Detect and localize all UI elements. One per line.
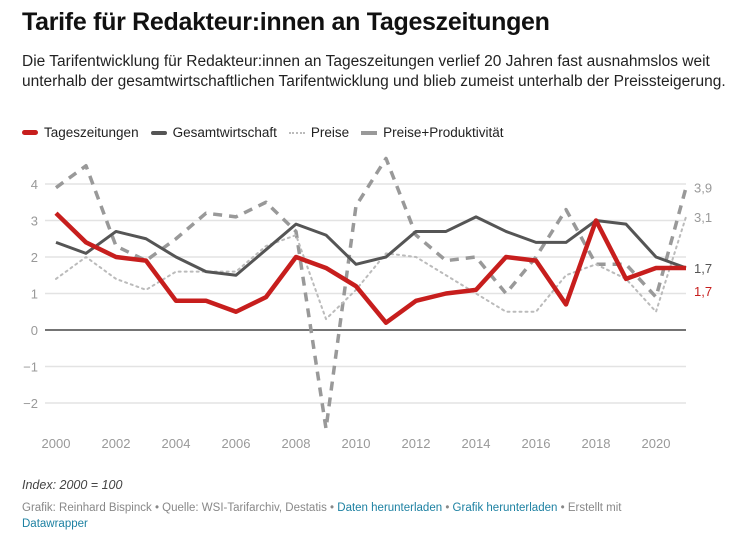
series-line-preise-produktivit-t (54, 156, 688, 431)
end-label: 3,1 (694, 210, 712, 225)
separator: • (442, 502, 453, 514)
chart-description: Die Tarifentwicklung für Redakteur:innen… (22, 53, 726, 90)
series-line-tageszeitungen (54, 211, 686, 325)
legend-swatch-solid-gray-icon (150, 130, 167, 135)
x-tick-label: 2008 (282, 436, 311, 451)
series-line-preise (55, 215, 687, 321)
legend-item-tageszeitungen: Tageszeitungen (22, 125, 139, 140)
created-with: Erstellt mit (567, 502, 622, 514)
x-tick-label: 2004 (162, 436, 191, 451)
separator: • (151, 502, 163, 514)
end-label: 3,9 (694, 181, 712, 196)
y-axis-ticks: 4 3 2 1 0 −1 −2 (23, 177, 38, 411)
separator: • (557, 502, 568, 514)
x-axis-ticks: 2000 2002 2004 2006 2008 2010 2012 2014 2016 2018… (42, 436, 671, 451)
x-tick-label: 2010 (342, 436, 371, 451)
legend-label: Gesamtwirtschaft (172, 125, 277, 140)
x-tick-label: 2014 (462, 436, 491, 451)
y-tick-label: 2 (31, 250, 38, 265)
legend-swatch-solid-red-icon (22, 130, 38, 135)
footer: Grafik: Reinhard Bispinck • Quelle: WSI-… (22, 500, 722, 532)
x-tick-label: 2012 (402, 436, 431, 451)
end-labels: 3,9 3,1 1,7 1,7 (694, 181, 712, 299)
credit: Grafik: Reinhard Bispinck (22, 502, 152, 514)
x-tick-label: 2006 (222, 436, 251, 451)
y-tick-label: 3 (31, 214, 38, 229)
legend-label: Tageszeitungen (44, 125, 139, 140)
legend-item-gesamtwirtschaft: Gesamtwirtschaft (150, 125, 277, 140)
y-tick-label: 4 (31, 177, 38, 192)
datawrapper-link[interactable]: Datawrapper (22, 518, 88, 530)
download-data-link[interactable]: Daten herunterladen (337, 502, 443, 514)
gridlines (45, 183, 686, 404)
end-label: 1,7 (694, 284, 712, 299)
y-tick-label: −1 (23, 360, 38, 375)
chart-notes: Index: 2000 = 100 (22, 478, 123, 492)
download-graphic-link[interactable]: Grafik herunterladen (452, 502, 558, 514)
legend-swatch-dotted-icon (288, 131, 305, 134)
x-tick-label: 2016 (522, 436, 551, 451)
end-label: 1,7 (694, 261, 712, 276)
y-tick-label: 0 (31, 323, 38, 338)
legend-label: Preise+Produktivität (383, 125, 504, 140)
x-tick-label: 2018 (582, 436, 611, 451)
x-tick-label: 2002 (102, 436, 131, 451)
y-tick-label: −2 (23, 396, 38, 411)
legend-label: Preise (310, 125, 350, 140)
separator: • (326, 502, 338, 514)
chart-title: Tarife für Redakteur:innen an Tageszeitu… (22, 8, 550, 36)
legend-swatch-dashed-icon (361, 130, 378, 135)
x-tick-label: 2020 (642, 436, 671, 451)
x-tick-label: 2000 (42, 436, 71, 451)
legend-item-preise: Preise (288, 125, 350, 140)
series-lines (54, 156, 688, 431)
series-line-gesamtwirtschaft (55, 215, 687, 277)
legend: Tageszeitungen Gesamtwirtschaft Preise P… (22, 125, 504, 140)
legend-item-preise-produktivitaet: Preise+Produktivität (361, 125, 504, 140)
y-tick-label: 1 (31, 287, 38, 302)
source: Quelle: WSI-Tarifarchiv, Destatis (162, 502, 327, 514)
